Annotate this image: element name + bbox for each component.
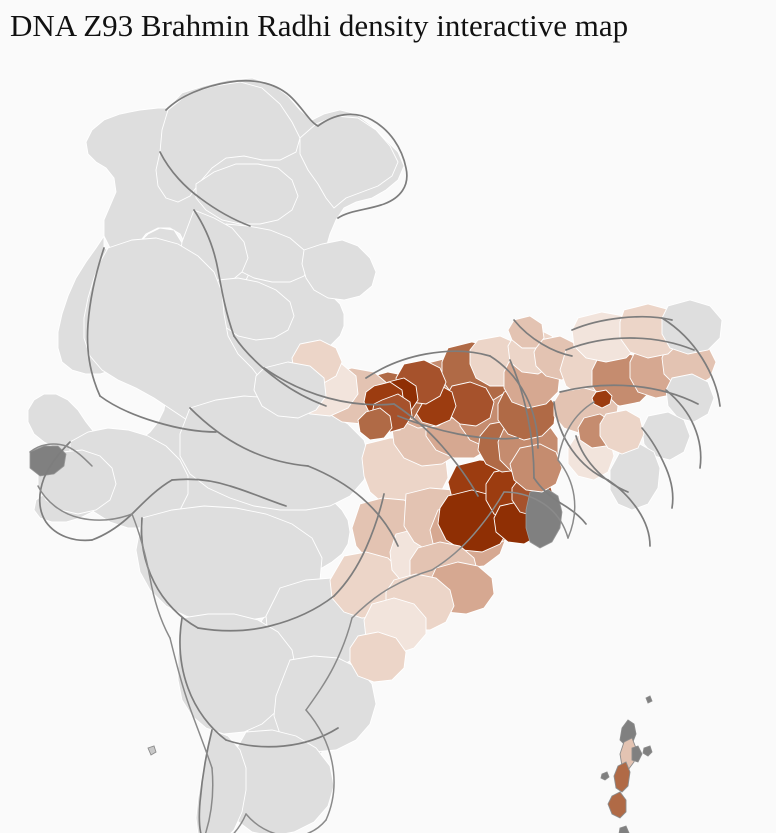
district-nagaland[interactable] — [666, 374, 714, 422]
island-south-andaman — [614, 762, 630, 792]
district-ap-far-south[interactable] — [350, 632, 406, 682]
island-middle-andaman — [620, 738, 636, 770]
district-kashmir-valley[interactable] — [196, 164, 298, 224]
district-mizoram[interactable] — [610, 444, 660, 510]
district-karnataka[interactable] — [178, 614, 296, 734]
district-ne-dark-spot[interactable] — [592, 390, 612, 408]
district-kutch-nodata[interactable] — [30, 446, 66, 476]
district-wb-kolkata[interactable] — [510, 444, 562, 492]
district-uttarakhand[interactable] — [302, 240, 376, 300]
district-up-isolated-2[interactable] — [358, 408, 392, 440]
island-little-andaman — [608, 792, 626, 818]
coastline — [30, 402, 594, 833]
district-andhra-interior[interactable] — [274, 656, 376, 752]
andaman-nicobar-islands[interactable] — [588, 696, 652, 833]
district-kashmir[interactable] — [300, 116, 398, 208]
district-ladakh[interactable] — [156, 82, 300, 202]
district-arunachal-e[interactable] — [662, 300, 722, 354]
island-little-andaman-n — [632, 746, 642, 762]
india-district-choropleth-map[interactable] — [0, 48, 776, 833]
island-lakshadweep[interactable] — [148, 746, 156, 755]
district-coastal-nodata[interactable] — [526, 488, 562, 548]
map-canvas[interactable] — [0, 48, 776, 833]
island-car-nicobar — [619, 826, 629, 833]
state-boundaries — [40, 81, 720, 833]
page-title: DNA Z93 Brahmin Radhi density interactiv… — [10, 8, 629, 43]
island-dot-3 — [646, 696, 652, 703]
island-dot-2 — [601, 772, 609, 780]
district-cachar[interactable] — [600, 410, 644, 454]
island-dot-1 — [643, 746, 652, 756]
